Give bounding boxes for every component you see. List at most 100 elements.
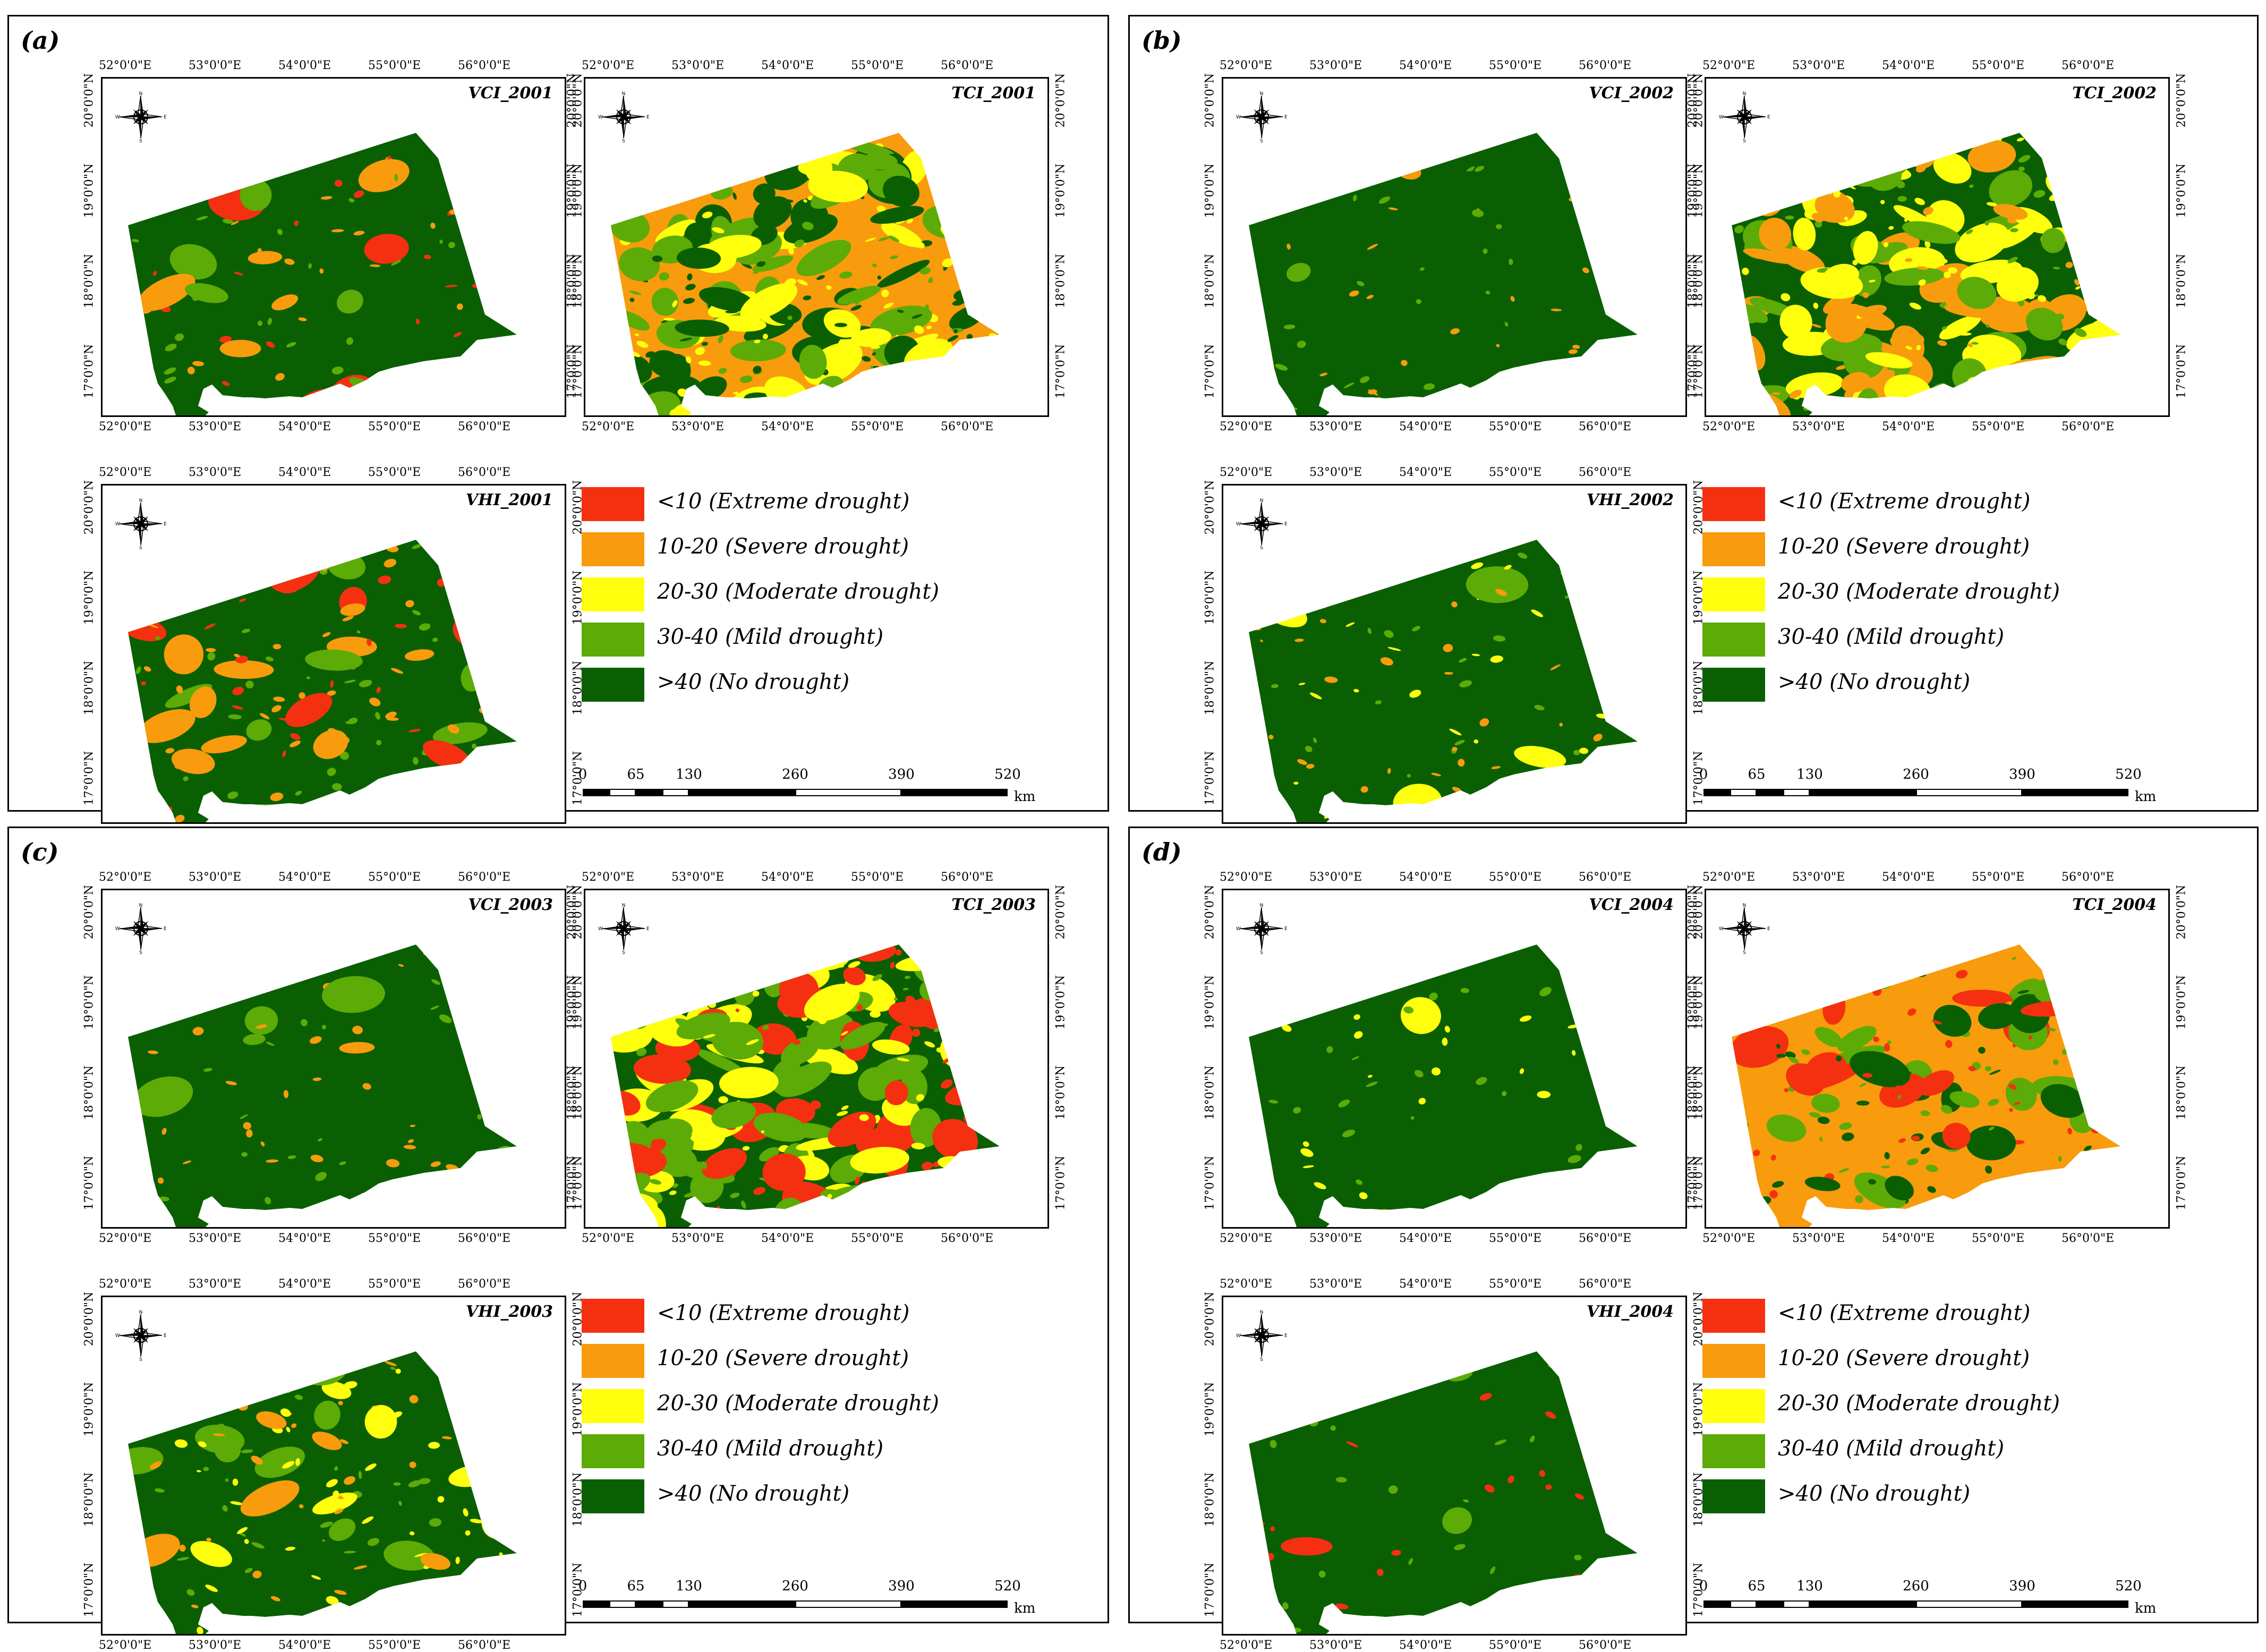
scale-label: 130: [676, 1578, 702, 1594]
latitude-tick: 18°0'0"N: [1054, 1065, 1068, 1120]
svg-text:S: S: [139, 950, 142, 954]
scale-label: 0: [1699, 1578, 1708, 1594]
legend-swatch: [1702, 1434, 1765, 1468]
drought-raster: [128, 944, 517, 1227]
svg-text:W: W: [115, 1333, 120, 1339]
svg-text:N: N: [1260, 903, 1264, 908]
map-frame: VCI_2002 N E W S: [1222, 77, 1687, 417]
svg-text:W: W: [1719, 115, 1724, 120]
latitude-tick: 19°0'0"N: [1203, 1382, 1217, 1437]
latitude-tick: 20°0'0"N: [2175, 884, 2188, 940]
latitude-tick: 17°0'0"N: [1203, 1562, 1217, 1617]
map-frame: VCI_2003 N E W S: [101, 889, 566, 1229]
latitude-tick: 18°0'0"N: [1054, 253, 1068, 309]
longitude-tick: 52°0'0"E: [1702, 420, 1756, 433]
latitude-tick: 17°0'0"N: [1054, 344, 1068, 399]
scale-segment: [2022, 789, 2128, 796]
scale-segment: [662, 789, 689, 796]
svg-text:N: N: [1743, 903, 1747, 908]
latitude-tick: 20°0'0"N: [82, 1291, 96, 1347]
longitude-tick: 55°0'0"E: [368, 420, 421, 433]
longitude-tick: 54°0'0"E: [278, 1232, 331, 1245]
latitude-tick: 20°0'0"N: [565, 884, 579, 940]
svg-text:E: E: [164, 115, 166, 120]
scale-segment: [1783, 1600, 1810, 1608]
latitude-tick: 18°0'0"N: [82, 1472, 96, 1527]
longitude-tick: 55°0'0"E: [368, 1639, 421, 1652]
longitude-tick: 53°0'0"E: [189, 420, 242, 433]
figure-panel: (c) VCI_2003 N E W S 52°0'0"E 52°0'0"E 53°0'0"E 5…: [7, 827, 1109, 1652]
latitude-tick: 19°0'0"N: [1054, 163, 1068, 218]
svg-text:S: S: [1743, 139, 1746, 142]
longitude-tick: 52°0'0"E: [99, 1639, 152, 1652]
scale-segment: [1757, 1600, 1783, 1608]
scale-segment: [1916, 789, 2022, 796]
svg-text:S: S: [1743, 950, 1746, 954]
scale-segment: [1810, 1600, 1916, 1608]
scale-segment: [689, 789, 795, 796]
longitude-tick: 54°0'0"E: [278, 420, 331, 433]
panel-label: (d): [1141, 838, 1182, 866]
latitude-tick: 20°0'0"N: [2175, 73, 2188, 128]
longitude-tick: 56°0'0"E: [458, 871, 511, 884]
latitude-tick: 17°0'0"N: [565, 344, 579, 399]
scale-segment: [901, 789, 1008, 796]
map-frame: VHI_2004 N E W S: [1222, 1296, 1687, 1636]
longitude-tick: 52°0'0"E: [99, 1278, 152, 1291]
compass-rose-icon: N E W S: [115, 1310, 167, 1363]
map-frame: TCI_2003 N E W S: [584, 889, 1049, 1229]
scale-segment: [1703, 789, 1730, 796]
longitude-tick: 56°0'0"E: [2061, 1232, 2115, 1245]
longitude-tick: 54°0'0"E: [1882, 59, 1935, 72]
svg-text:W: W: [598, 926, 603, 932]
longitude-tick: 53°0'0"E: [1309, 59, 1362, 72]
drought-raster: [1249, 1351, 1638, 1634]
latitude-tick: 18°0'0"N: [1686, 253, 1700, 309]
latitude-tick: 18°0'0"N: [1203, 1065, 1217, 1120]
latitude-tick: 19°0'0"N: [1203, 163, 1217, 218]
svg-text:W: W: [1236, 1333, 1241, 1339]
scale-segment: [901, 1600, 1008, 1608]
map-title: VCI_2001: [468, 84, 553, 103]
scale-label: 520: [2115, 1578, 2142, 1594]
scale-segment: [1730, 1600, 1757, 1608]
longitude-tick: 56°0'0"E: [458, 1639, 511, 1652]
map-frame: VHI_2003 N E W S: [101, 1296, 566, 1636]
longitude-tick: 56°0'0"E: [2061, 420, 2115, 433]
scale-label: 65: [1748, 1578, 1766, 1594]
longitude-tick: 52°0'0"E: [99, 59, 152, 72]
latitude-tick: 17°0'0"N: [565, 1155, 579, 1211]
scale-label: 260: [782, 1578, 808, 1594]
legend-swatch: [1702, 623, 1765, 657]
panel-label: (b): [1141, 26, 1182, 55]
longitude-tick: 56°0'0"E: [458, 466, 511, 479]
scale-segment: [1810, 789, 1916, 796]
longitude-tick: 54°0'0"E: [278, 59, 331, 72]
longitude-tick: 56°0'0"E: [1579, 466, 1632, 479]
legend-swatch: [1702, 1299, 1765, 1333]
compass-rose-icon: N E W S: [115, 498, 167, 551]
latitude-tick: 18°0'0"N: [1203, 1472, 1217, 1527]
longitude-tick: 52°0'0"E: [99, 1232, 152, 1245]
svg-text:S: S: [622, 139, 625, 142]
longitude-tick: 54°0'0"E: [1399, 1639, 1452, 1652]
svg-text:E: E: [164, 926, 166, 932]
legend-label: 20-30 (Moderate drought): [657, 1391, 939, 1416]
scale-unit: km: [1014, 789, 1036, 805]
svg-text:N: N: [622, 91, 626, 97]
longitude-tick: 54°0'0"E: [1399, 871, 1452, 884]
map-title: VHI_2001: [465, 491, 553, 509]
latitude-tick: 17°0'0"N: [82, 344, 96, 399]
latitude-tick: 18°0'0"N: [1686, 1065, 1700, 1120]
longitude-tick: 56°0'0"E: [458, 1232, 511, 1245]
legend-label: >40 (No drought): [657, 1481, 850, 1506]
latitude-tick: 17°0'0"N: [2175, 344, 2188, 399]
longitude-tick: 53°0'0"E: [189, 871, 242, 884]
longitude-tick: 53°0'0"E: [671, 871, 725, 884]
legend-swatch: [582, 668, 644, 702]
latitude-tick: 17°0'0"N: [1203, 344, 1217, 399]
longitude-tick: 56°0'0"E: [1579, 1278, 1632, 1291]
legend-swatch: [582, 532, 644, 566]
longitude-tick: 55°0'0"E: [1489, 871, 1542, 884]
latitude-tick: 20°0'0"N: [1203, 1291, 1217, 1347]
